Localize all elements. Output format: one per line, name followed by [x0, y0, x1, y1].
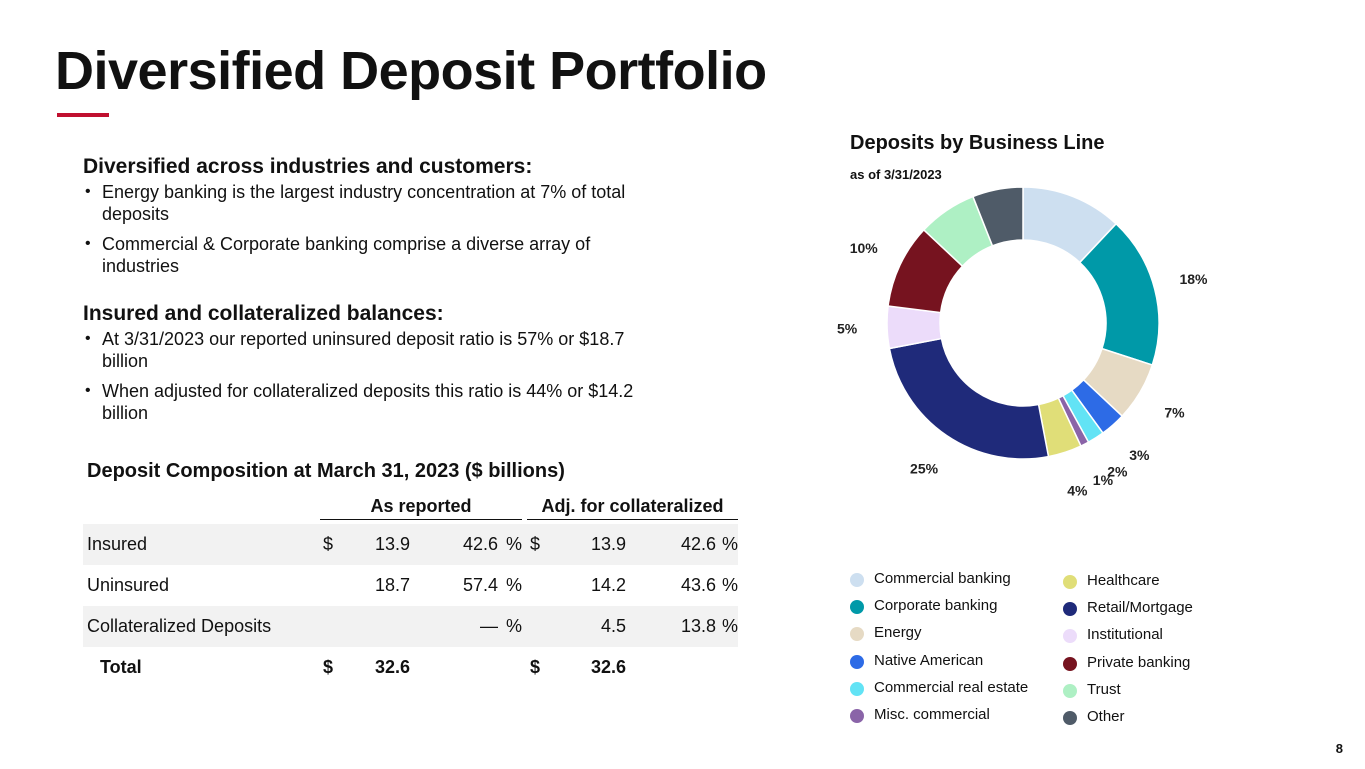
legend-swatch [1063, 629, 1077, 644]
reported-dollar-sign: $ [323, 534, 334, 554]
legend-swatch [1063, 683, 1077, 698]
reported-percent: 42.6 [462, 534, 498, 554]
slice-label: 25% [910, 461, 939, 477]
table-total-row: Total $32.6 $32.6 [83, 647, 738, 688]
legend-label: Private banking [1087, 653, 1191, 671]
legend-label: Corporate banking [874, 597, 998, 615]
bullet-item: At 3/31/2023 our reported uninsured depo… [83, 328, 653, 372]
table-row: Insured $13.9 42.6% $13.9 42.6% [83, 524, 738, 565]
legend-swatch [850, 573, 864, 587]
legend-label: Commercial real estate [874, 678, 1029, 696]
legend-label: Commercial banking [874, 570, 1011, 587]
bullet-list: Energy banking is the largest industry c… [83, 181, 653, 277]
adjusted-percent-sign: % [722, 575, 739, 595]
row-label: Collateralized Deposits [87, 616, 272, 636]
reported-value: 32.6 [374, 657, 410, 677]
row-label: Insured [87, 534, 148, 554]
reported-percent-sign: % [506, 575, 523, 595]
adjusted-dollar-sign: $ [530, 534, 541, 554]
reported-value: 18.7 [374, 575, 410, 595]
slice-label: 5% [837, 321, 858, 337]
legend-swatch [850, 627, 864, 642]
slice-label: 10% [850, 240, 879, 256]
legend-swatch [850, 681, 864, 696]
slice-label: 3% [1129, 447, 1150, 463]
legend-swatch [850, 654, 864, 669]
reported-percent-sign: % [506, 616, 523, 636]
reported-dollar-sign: $ [323, 657, 334, 677]
legend-label: Energy [874, 624, 922, 642]
legend-label: Misc. commercial [874, 706, 990, 723]
adjusted-dollar-sign: $ [530, 657, 541, 677]
donut-chart: 12%18%7%3%2%1%4%25%5%10%7%6% [837, 185, 1208, 498]
section-heading: Diversified across industries and custom… [83, 155, 533, 178]
chart-title: Deposits by Business Line [850, 132, 1105, 154]
reported-value: 13.9 [374, 534, 410, 554]
legend-swatch [850, 600, 864, 615]
section-diversified: Diversified across industries and custom… [83, 155, 653, 285]
legend-label: Retail/Mortgage [1087, 599, 1193, 617]
slice-label: 18% [1179, 271, 1208, 287]
adjusted-value: 4.5 [600, 616, 626, 636]
adjusted-percent-sign: % [722, 616, 739, 636]
table-row: Uninsured 18.7 57.4% 14.2 43.6% [83, 565, 738, 606]
adjusted-value: 13.9 [590, 534, 626, 554]
legend-label: Healthcare [1087, 572, 1160, 589]
adjusted-percent: 13.8 [680, 616, 716, 636]
slice-label: 7% [1164, 405, 1185, 421]
slice-label: 1% [1093, 472, 1114, 488]
slice-label: 2% [1107, 464, 1128, 480]
column-header-adjusted: Adj. for collateralized [527, 496, 738, 520]
page-number: 8 [1335, 741, 1343, 756]
title-accent-bar [57, 113, 109, 117]
legend-swatch [1063, 602, 1077, 617]
adjusted-percent: 43.6 [680, 575, 716, 595]
legend-swatch [850, 709, 864, 723]
bullet-item: When adjusted for collateralized deposit… [83, 380, 653, 424]
legend-label: Institutional [1087, 626, 1163, 644]
adjusted-value: 14.2 [590, 575, 626, 595]
reported-percent: 57.4 [462, 575, 498, 595]
row-label: Total [100, 657, 142, 677]
legend-swatch [1063, 656, 1077, 671]
row-label: Uninsured [87, 575, 170, 595]
legend-label: Native American [874, 651, 984, 669]
bullet-list: At 3/31/2023 our reported uninsured depo… [83, 328, 653, 424]
adjusted-percent: 42.6 [680, 534, 716, 554]
section-insured: Insured and collateralized balances: At … [83, 302, 653, 432]
bullet-item: Commercial & Corporate banking comprise … [83, 233, 653, 277]
adjusted-value: 32.6 [590, 657, 626, 677]
reported-percent-sign: % [506, 534, 523, 554]
legend-swatch [1063, 575, 1077, 589]
table-row: Collateralized Deposits —% 4.5 13.8% [83, 606, 738, 647]
page-title: Diversified Deposit Portfolio [55, 41, 767, 101]
donut-slice [971, 186, 1024, 247]
donut-slice [888, 337, 1050, 460]
reported-percent: — [480, 616, 498, 636]
adjusted-percent-sign: % [722, 534, 739, 554]
legend-swatch [1063, 711, 1077, 725]
legend-label: Trust [1087, 680, 1121, 698]
table-title: Deposit Composition at March 31, 2023 ($… [87, 460, 565, 482]
legend-label: Other [1087, 708, 1125, 725]
section-heading: Insured and collateralized balances: [83, 302, 444, 325]
slice-label: 4% [1067, 482, 1088, 498]
chart-subtitle: as of 3/31/2023 [850, 167, 942, 182]
column-header-as-reported: As reported [320, 496, 522, 520]
bullet-item: Energy banking is the largest industry c… [83, 181, 653, 225]
